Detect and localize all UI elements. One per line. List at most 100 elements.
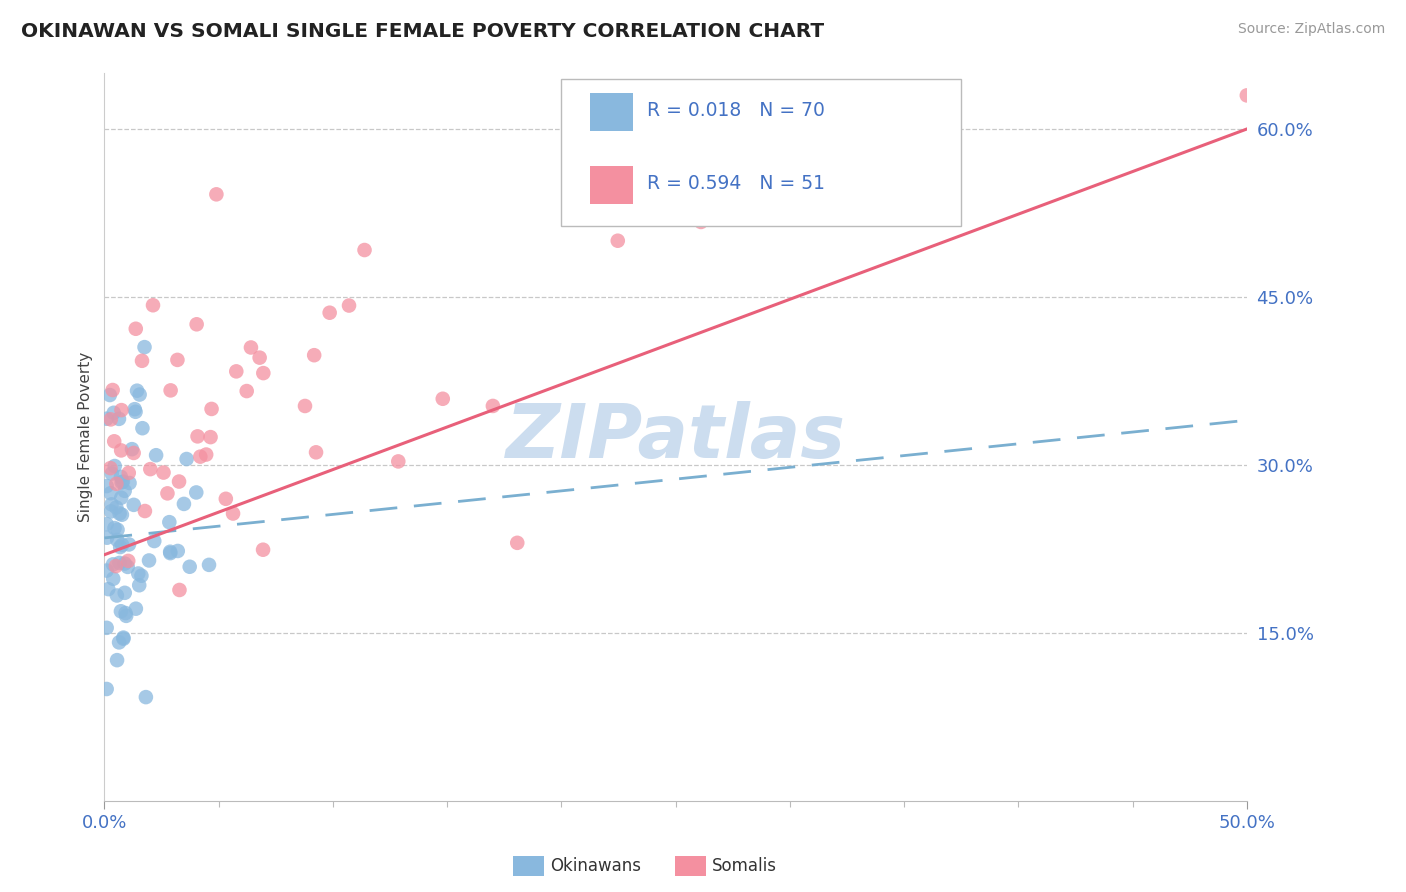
Point — [200, 401, 222, 416]
Point — [100, 461, 122, 475]
Point — [100, 497, 122, 511]
Point — [118, 537, 141, 551]
Point — [134, 504, 156, 518]
Point — [111, 475, 134, 490]
Point — [110, 443, 132, 458]
Point — [249, 351, 271, 365]
Point — [110, 470, 132, 484]
Point — [96, 564, 118, 578]
Point — [200, 430, 222, 444]
Point — [305, 445, 328, 459]
Point — [110, 491, 132, 505]
Point — [606, 234, 628, 248]
Point — [143, 534, 166, 549]
Point — [111, 508, 134, 522]
Point — [107, 523, 129, 537]
Point — [103, 406, 125, 420]
Point — [125, 601, 148, 615]
Point — [134, 340, 156, 354]
Point — [179, 559, 201, 574]
Point — [100, 504, 122, 518]
Point — [117, 560, 139, 574]
Point — [142, 298, 165, 312]
Point — [96, 479, 118, 493]
Point — [115, 608, 138, 623]
Point — [105, 476, 128, 491]
Point — [138, 553, 160, 567]
Point — [166, 352, 188, 367]
Point — [848, 177, 870, 191]
Point — [156, 486, 179, 500]
Point — [122, 446, 145, 460]
Point — [1236, 88, 1258, 103]
Point — [112, 631, 135, 645]
Point — [96, 621, 118, 635]
Point — [135, 690, 157, 705]
Point — [103, 521, 125, 535]
Point — [114, 606, 136, 620]
Point — [690, 215, 713, 229]
Point — [169, 582, 191, 597]
Point — [353, 243, 375, 257]
Text: Okinawans: Okinawans — [550, 857, 641, 875]
Point — [96, 517, 118, 532]
Point — [108, 540, 131, 554]
Text: Somalis: Somalis — [711, 857, 776, 875]
Point — [128, 578, 150, 592]
Text: OKINAWAN VS SOMALI SINGLE FEMALE POVERTY CORRELATION CHART: OKINAWAN VS SOMALI SINGLE FEMALE POVERTY… — [21, 22, 824, 41]
Point — [145, 448, 167, 462]
Point — [176, 452, 198, 467]
Point — [167, 475, 190, 489]
Point — [108, 412, 131, 426]
Point — [187, 429, 209, 443]
Point — [186, 318, 208, 332]
Point — [188, 450, 211, 464]
Point — [124, 405, 146, 419]
Point — [131, 421, 153, 435]
Point — [235, 384, 257, 398]
Point — [100, 486, 122, 500]
Point — [252, 366, 274, 380]
Point — [100, 467, 122, 481]
Point — [104, 458, 127, 473]
Text: ZIPatlas: ZIPatlas — [506, 401, 845, 474]
Point — [166, 544, 188, 558]
Point — [482, 399, 505, 413]
Point — [96, 531, 118, 545]
Point — [222, 507, 245, 521]
Point — [103, 572, 125, 586]
Point — [159, 384, 181, 398]
Point — [131, 568, 153, 582]
Point — [318, 306, 340, 320]
Point — [98, 388, 121, 402]
Point — [96, 681, 118, 696]
Point — [101, 383, 124, 397]
Point — [114, 483, 136, 498]
Point — [111, 538, 134, 552]
Point — [131, 353, 153, 368]
Point — [215, 491, 238, 506]
Point — [128, 387, 150, 401]
Point — [105, 653, 128, 667]
Point — [101, 558, 124, 572]
Point — [125, 322, 148, 336]
Point — [139, 462, 162, 476]
Point — [122, 498, 145, 512]
Point — [105, 533, 128, 547]
Point — [110, 403, 132, 417]
Point — [173, 497, 195, 511]
Point — [108, 507, 131, 521]
Point — [118, 466, 141, 480]
Point — [157, 515, 180, 529]
Point — [186, 485, 208, 500]
Point — [114, 586, 136, 600]
Point — [294, 399, 316, 413]
Point — [112, 632, 135, 646]
Point — [239, 341, 262, 355]
Point — [108, 556, 131, 570]
Point — [302, 348, 325, 362]
Point — [96, 411, 118, 425]
Point — [121, 442, 143, 457]
Point — [111, 475, 134, 489]
FancyBboxPatch shape — [591, 94, 633, 131]
